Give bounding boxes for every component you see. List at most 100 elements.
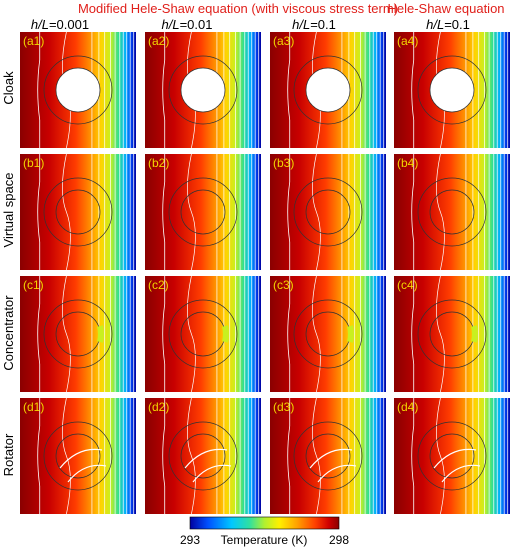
column-header-3: h/L=0.1 xyxy=(292,17,336,32)
panel-rotator-3: (d3) xyxy=(270,397,386,515)
isotherm-line xyxy=(312,275,321,393)
isotherm-line xyxy=(436,397,445,515)
isotherm-line xyxy=(62,153,71,271)
isotherm-line xyxy=(411,398,415,514)
panel-rotator-1: (d1) xyxy=(20,397,136,515)
hele-shaw-equation-title: Hele-Shaw equation xyxy=(387,1,504,16)
rotator-isotherm xyxy=(441,464,481,483)
isotherm-line xyxy=(312,397,321,515)
panel-concentrator-4: (c4) xyxy=(394,275,510,393)
outer-ring xyxy=(43,177,113,247)
panel-label: (a3) xyxy=(273,34,294,48)
panel-label: (d2) xyxy=(148,400,169,414)
isotherm-line xyxy=(187,397,196,515)
outer-ring xyxy=(293,421,363,491)
row-label-cloak: Cloak xyxy=(1,71,16,105)
colorbar-max-label: 298 xyxy=(329,533,349,547)
inner-ring xyxy=(305,189,351,235)
isotherm-line xyxy=(162,398,166,514)
panel-virtual-space-1: (b1) xyxy=(20,153,136,271)
outer-ring xyxy=(417,55,487,125)
isotherm-line xyxy=(162,154,166,270)
panel-cloak-1: (a1) xyxy=(20,31,136,149)
panel-label: (a1) xyxy=(23,34,44,48)
panel-cloak-2: (a2) xyxy=(145,31,261,149)
isotherm-line xyxy=(37,276,41,392)
concentrator-shell xyxy=(471,325,478,343)
outer-ring xyxy=(293,55,363,125)
colorbar xyxy=(189,516,340,530)
concentrator-shell xyxy=(222,325,229,343)
panel-label: (a2) xyxy=(148,34,169,48)
isotherm-line xyxy=(436,275,445,393)
inner-ring xyxy=(180,189,226,235)
outer-ring xyxy=(168,299,238,369)
cloak-hole xyxy=(55,67,101,113)
panel-grid: (a1) (a2) (a3) (a4) (b1) (b2) (b3) (b4) (c1) (c2)… xyxy=(20,31,510,515)
rotator-isotherm xyxy=(317,464,357,483)
inner-ring xyxy=(305,433,351,479)
panel-label: (c1) xyxy=(23,278,44,292)
panel-label: (d4) xyxy=(397,400,418,414)
isotherm-line xyxy=(37,398,41,514)
concentrator-shell xyxy=(97,325,104,343)
cloak-hole xyxy=(305,67,351,113)
row-label-rotator: Rotator xyxy=(1,433,16,476)
outer-ring xyxy=(417,299,487,369)
outer-ring xyxy=(293,299,363,369)
isotherm-line xyxy=(187,153,196,271)
rotator-isotherm xyxy=(67,464,107,483)
modified-equation-title: Modified Hele-Shaw equation (with viscou… xyxy=(78,1,398,16)
isotherm-line xyxy=(287,154,291,270)
panel-concentrator-2: (c2) xyxy=(145,275,261,393)
isotherm-line xyxy=(62,275,71,393)
outer-ring xyxy=(168,421,238,491)
column-header-4: h/L=0.1 xyxy=(426,17,470,32)
isotherm-line xyxy=(62,397,71,515)
isotherm-line xyxy=(287,32,291,148)
rotator-isotherm xyxy=(309,448,353,469)
panel-label: (d3) xyxy=(273,400,294,414)
isotherm-line xyxy=(411,154,415,270)
column-header-1: h/L=0.001 xyxy=(31,17,89,32)
panel-label: (c3) xyxy=(273,278,294,292)
rotator-isotherm xyxy=(192,464,232,483)
outer-ring xyxy=(168,177,238,247)
row-label-virtual-space: Virtual space xyxy=(1,173,16,248)
isotherm-line xyxy=(37,154,41,270)
inner-ring xyxy=(429,433,475,479)
panel-concentrator-1: (c1) xyxy=(20,275,136,393)
isotherm-line xyxy=(187,275,196,393)
outer-ring xyxy=(417,177,487,247)
column-header-2: h/L=0.01 xyxy=(162,17,213,32)
isotherm-line xyxy=(37,32,41,148)
inner-ring xyxy=(55,189,101,235)
outer-ring xyxy=(43,299,113,369)
cloak-hole xyxy=(180,67,226,113)
outer-ring xyxy=(43,55,113,125)
inner-ring xyxy=(429,189,475,235)
outer-ring xyxy=(43,421,113,491)
panel-cloak-4: (a4) xyxy=(394,31,510,149)
isotherm-line xyxy=(287,398,291,514)
outer-ring xyxy=(168,55,238,125)
colorbar-title: Temperature (K) xyxy=(221,533,308,547)
panel-label: (a4) xyxy=(397,34,418,48)
panel-label: (b1) xyxy=(23,156,44,170)
panel-concentrator-3: (c3) xyxy=(270,275,386,393)
concentrator-shell xyxy=(347,325,354,343)
outer-ring xyxy=(293,177,363,247)
panel-cloak-3: (a3) xyxy=(270,31,386,149)
isotherm-line xyxy=(162,32,166,148)
isotherm-line xyxy=(436,153,445,271)
isotherm-line xyxy=(411,276,415,392)
isotherm-line xyxy=(312,153,321,271)
cloak-hole xyxy=(429,67,475,113)
colorbar-min-label: 293 xyxy=(180,533,200,547)
panel-label: (c2) xyxy=(148,278,169,292)
isotherm-line xyxy=(287,276,291,392)
rotator-isotherm xyxy=(433,448,477,469)
panel-label: (d1) xyxy=(23,400,44,414)
panel-label: (b3) xyxy=(273,156,294,170)
